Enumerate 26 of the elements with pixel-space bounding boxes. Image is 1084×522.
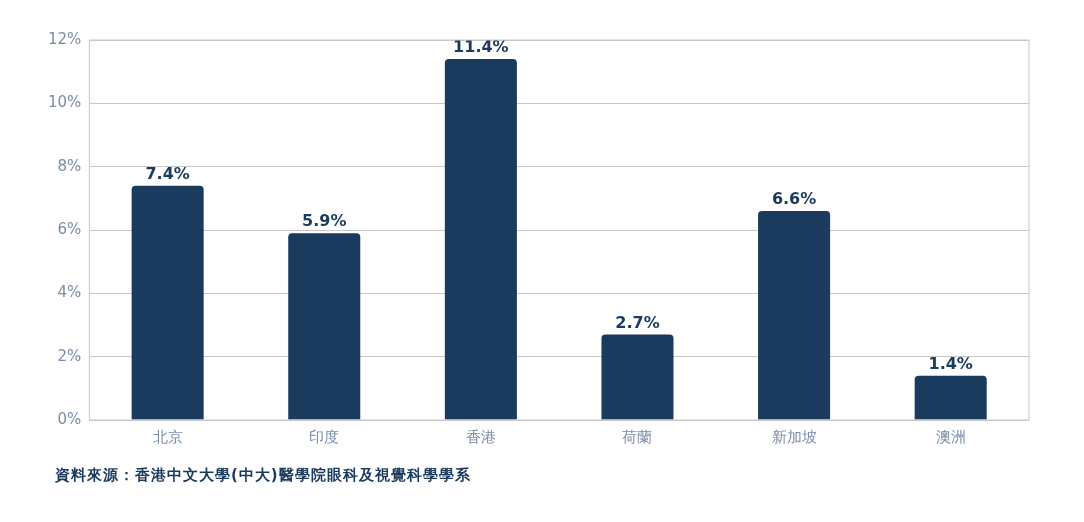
source-note: 資料來源：香港中文大學(中大)醫學院眼科及視覺科學學系 [55, 466, 471, 485]
x-tick-label: 澳洲 [935, 427, 966, 446]
bar [444, 59, 517, 420]
y-tick-label: 0% [57, 409, 82, 428]
y-tick-label: 4% [57, 283, 82, 302]
x-tick-label: 印度 [309, 427, 340, 446]
data-label: 5.9% [302, 211, 347, 231]
bar [288, 233, 361, 420]
data-label: 6.6% [771, 189, 817, 209]
bar [131, 185, 204, 420]
x-tick-label: 荷蘭 [622, 427, 653, 446]
y-tick-label: 6% [57, 219, 82, 238]
y-tick-label: 2% [57, 346, 82, 365]
y-tick-label: 10% [48, 93, 82, 112]
data-label: 1.4% [928, 353, 973, 373]
y-tick-label: 8% [57, 156, 82, 175]
data-label: 2.7% [615, 312, 660, 332]
x-tick-label: 北京 [152, 427, 183, 446]
data-label: 7.4% [145, 163, 190, 183]
data-label: 11.4% [453, 37, 509, 57]
x-tick-label: 新加坡 [771, 427, 817, 446]
y-tick-label: 12% [48, 29, 82, 48]
bar [601, 334, 674, 420]
x-tick-label: 香港 [465, 427, 496, 446]
bar [758, 211, 831, 420]
bar [914, 375, 987, 420]
